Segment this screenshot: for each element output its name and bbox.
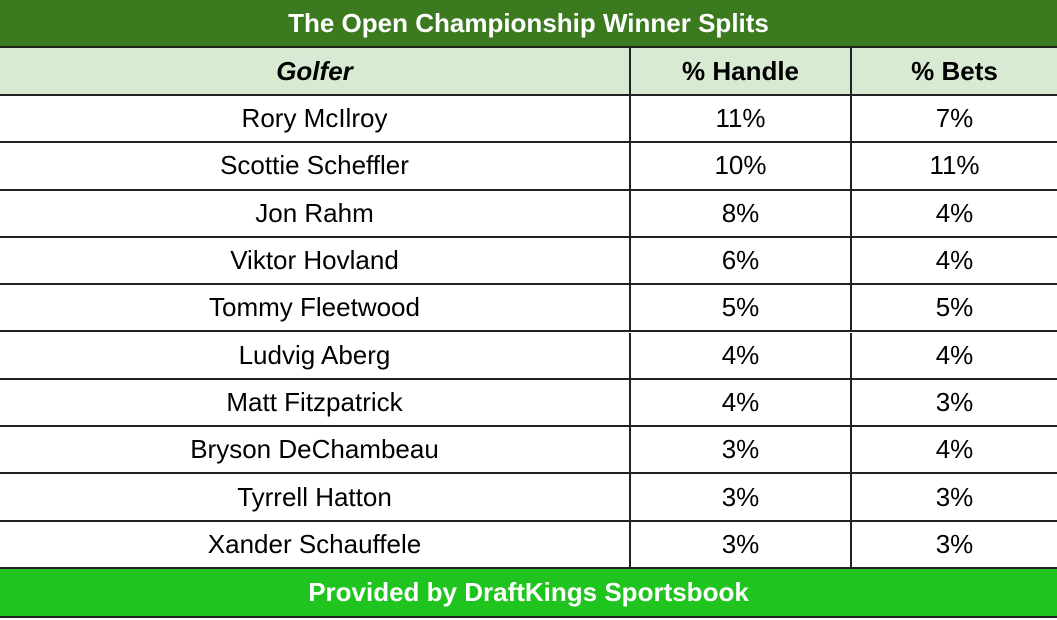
- percent-cell: 3%: [631, 427, 852, 475]
- golfer-name: Viktor Hovland: [0, 237, 631, 286]
- golfer-name: Ludvig Aberg: [0, 332, 631, 380]
- percent-cell: 8%: [631, 190, 852, 238]
- percent-cell: 3%: [631, 521, 852, 569]
- percent-cell: 4%: [852, 333, 1057, 380]
- percent-cell: 5%: [852, 285, 1057, 333]
- percent-cell: 10%: [631, 143, 852, 191]
- column-header: % Handle: [631, 48, 852, 96]
- percent-cell: 4%: [631, 379, 852, 428]
- golfer-name: Jon Rahm: [0, 190, 631, 238]
- percent-cell: 4%: [852, 191, 1057, 238]
- table-title: The Open Championship Winner Splits: [0, 0, 1057, 48]
- golfer-name: Xander Schauffele: [0, 521, 631, 569]
- percent-cell: 4%: [631, 332, 852, 380]
- golfer-name: Tyrrell Hatton: [0, 474, 631, 522]
- golfer-name: Matt Fitzpatrick: [0, 379, 631, 428]
- percent-cell: 3%: [852, 522, 1057, 569]
- percent-cell: 4%: [852, 238, 1057, 286]
- footer-text: Provided by DraftKings Sportsbook: [0, 569, 1057, 618]
- column-header: Golfer: [0, 48, 631, 96]
- percent-cell: 3%: [852, 380, 1057, 428]
- percent-cell: 6%: [631, 237, 852, 286]
- percent-cell: 7%: [852, 96, 1057, 144]
- percent-cell: 5%: [631, 285, 852, 333]
- golfer-name: Rory McIlroy: [0, 96, 631, 144]
- golfer-name: Tommy Fleetwood: [0, 285, 631, 333]
- percent-cell: 11%: [852, 143, 1057, 191]
- percent-cell: 3%: [852, 474, 1057, 522]
- percent-cell: 4%: [852, 427, 1057, 475]
- percent-cell: 3%: [631, 474, 852, 522]
- percent-cell: 11%: [631, 96, 852, 144]
- column-header: % Bets: [852, 48, 1057, 96]
- golfer-name: Scottie Scheffler: [0, 143, 631, 191]
- golfer-name: Bryson DeChambeau: [0, 427, 631, 475]
